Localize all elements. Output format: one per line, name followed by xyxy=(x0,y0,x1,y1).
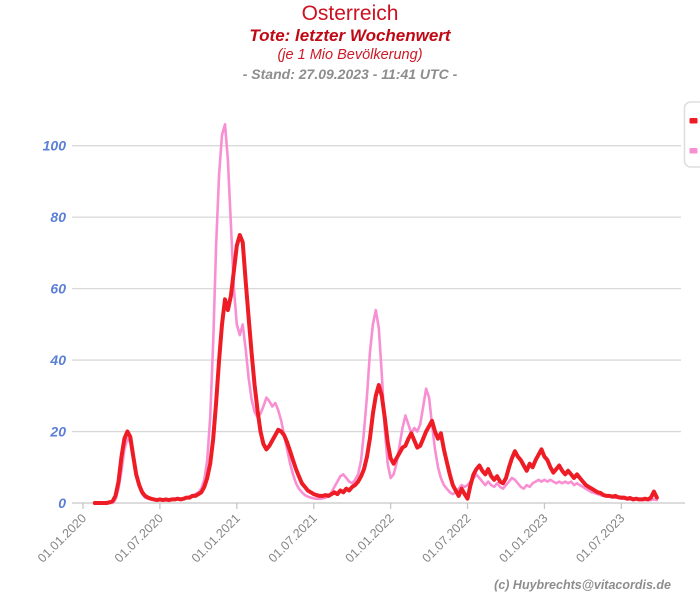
chart-subtitle-unit: (je 1 Mio Bevölkerung) xyxy=(277,47,423,64)
series-line-red xyxy=(92,233,659,505)
x-tick-label: 01.01.2022 xyxy=(343,511,397,565)
x-tick-label: 01.01.2020 xyxy=(35,511,89,565)
legend-frame xyxy=(683,101,700,168)
chart-stand-timestamp: - Stand: 27.09.2023 - 11:41 UTC - xyxy=(242,66,458,83)
y-tick-label: 80 xyxy=(50,209,66,225)
x-tick-label: 01.07.2020 xyxy=(112,511,166,565)
red-series-marker xyxy=(689,118,698,124)
data-series xyxy=(92,123,659,505)
x-tick-label: 01.01.2023 xyxy=(496,511,550,565)
y-tick-label: 40 xyxy=(49,352,66,368)
x-tick-label: 01.01.2021 xyxy=(189,511,243,565)
y-axis-labels: 0 20 40 60 80 100 xyxy=(43,138,67,511)
x-tick-label: 01.07.2021 xyxy=(266,511,320,565)
chart-header: Osterreich Tote: letzter Wochenwert (je … xyxy=(0,0,700,84)
series-line-pink xyxy=(93,123,659,505)
watermark-credit: (c) Huybrechts@vitacordis.de xyxy=(494,578,671,592)
legend-box-cut-off xyxy=(683,101,700,168)
x-axis-labels: 01.01.2020 01.07.2020 01.01.2021 01.07.2021… xyxy=(35,511,628,565)
chart-title: Osterreich xyxy=(301,2,399,25)
y-tick-label: 100 xyxy=(43,138,67,154)
x-axis xyxy=(72,502,685,509)
gridlines xyxy=(72,145,681,433)
pink-series-marker xyxy=(689,148,698,154)
y-tick-label: 20 xyxy=(49,424,66,440)
y-tick-label: 0 xyxy=(58,495,66,511)
x-tick-label: 01.07.2022 xyxy=(420,511,474,565)
chart-subtitle: Tote: letzter Wochenwert xyxy=(249,26,451,46)
y-tick-label: 60 xyxy=(50,281,66,297)
x-tick-label: 01.07.2023 xyxy=(573,511,627,565)
